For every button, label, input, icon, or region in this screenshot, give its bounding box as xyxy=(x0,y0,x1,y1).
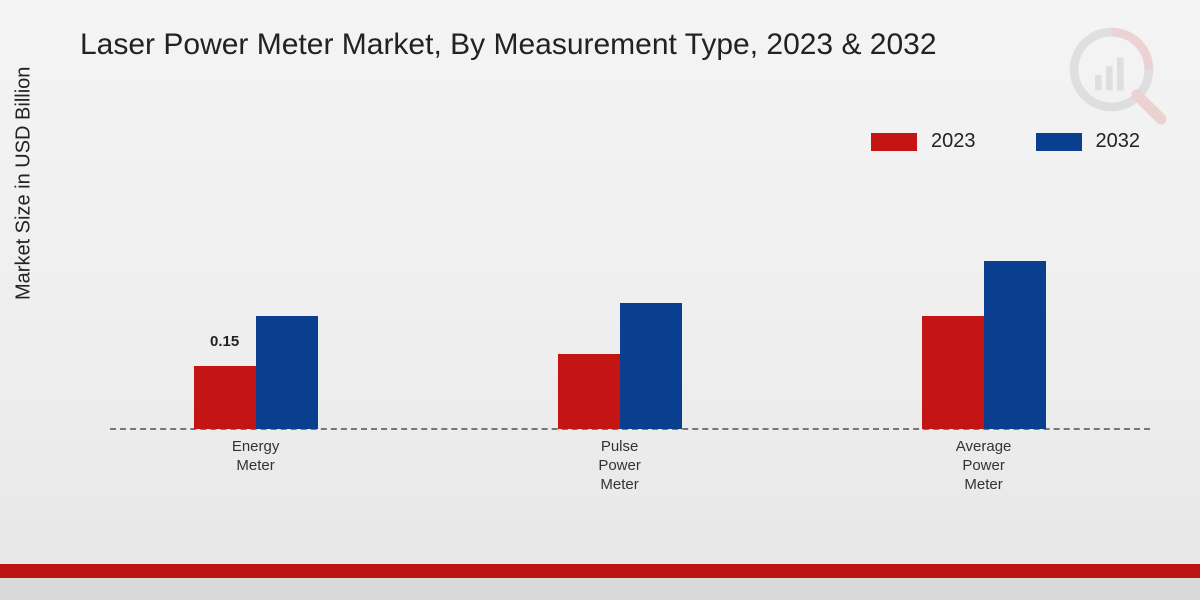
footer-grey-bar xyxy=(0,578,1200,600)
bar-2032 xyxy=(620,303,682,429)
legend-label-2023: 2023 xyxy=(931,130,976,153)
bar-2032 xyxy=(984,261,1046,429)
y-axis-label: Market Size in USD Billion xyxy=(13,67,36,300)
legend-swatch-2032 xyxy=(1036,133,1082,151)
plot-area: Energy Meter0.15Pulse Power MeterAverage… xyxy=(110,170,1150,430)
x-tick-label: Energy Meter xyxy=(232,438,280,476)
legend: 2023 2032 xyxy=(871,130,1140,153)
bar-2023 xyxy=(194,366,256,429)
x-tick-label: Average Power Meter xyxy=(956,438,1012,494)
legend-item-2023: 2023 xyxy=(871,130,976,153)
bar-2032 xyxy=(256,316,318,429)
bar-2023 xyxy=(922,316,984,429)
brand-logo xyxy=(1062,20,1172,130)
legend-swatch-2023 xyxy=(871,133,917,151)
bar-2023 xyxy=(558,354,620,429)
footer-accent-bar xyxy=(0,564,1200,578)
legend-label-2032: 2032 xyxy=(1096,130,1141,153)
x-tick-label: Pulse Power Meter xyxy=(598,438,641,494)
chart-page: Laser Power Meter Market, By Measurement… xyxy=(0,0,1200,600)
chart-title: Laser Power Meter Market, By Measurement… xyxy=(80,28,937,62)
legend-item-2032: 2032 xyxy=(1036,130,1141,153)
bar-value-label: 0.15 xyxy=(210,333,239,350)
